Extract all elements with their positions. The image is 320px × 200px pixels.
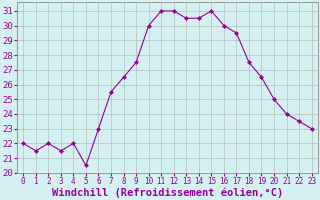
X-axis label: Windchill (Refroidissement éolien,°C): Windchill (Refroidissement éolien,°C) <box>52 187 283 198</box>
